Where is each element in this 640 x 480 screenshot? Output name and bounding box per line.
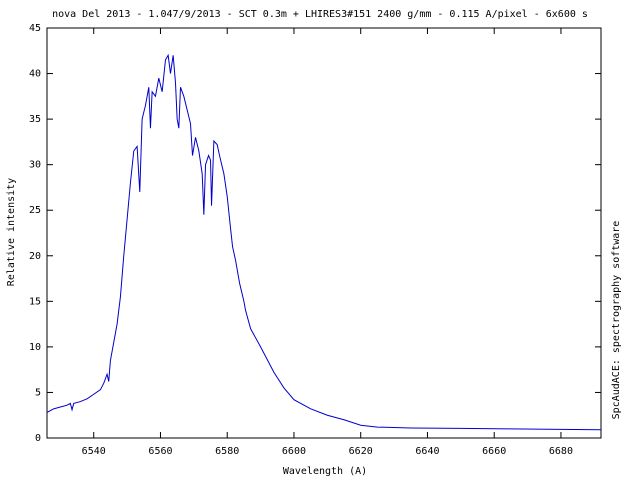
plot-frame xyxy=(46,27,602,439)
y-tick-label: 20 xyxy=(29,251,41,262)
x-tick-label: 6580 xyxy=(215,446,239,457)
side-text: SpcAudACE: spectrography software xyxy=(611,221,622,420)
x-tick-label: 6680 xyxy=(549,446,573,457)
x-tick-label: 6620 xyxy=(349,446,373,457)
y-tick-label: 15 xyxy=(29,296,41,307)
x-tick-label: 6660 xyxy=(482,446,506,457)
chart-title: nova Del 2013 - 1.047/9/2013 - SCT 0.3m … xyxy=(52,9,588,20)
x-tick-label: 6640 xyxy=(415,446,439,457)
y-tick-label: 10 xyxy=(29,342,41,353)
spectrum-line xyxy=(46,53,602,431)
y-tick-label: 35 xyxy=(29,114,41,125)
y-tick-label: 0 xyxy=(35,433,41,444)
x-tick-label: 6540 xyxy=(82,446,106,457)
y-tick-label: 30 xyxy=(29,160,41,171)
y-tick-label: 25 xyxy=(29,205,41,216)
y-tick-label: 5 xyxy=(35,387,41,398)
y-tick-label: 45 xyxy=(29,23,41,34)
y-axis-label: Relative intensity xyxy=(6,178,17,286)
x-tick-label: 6600 xyxy=(282,446,306,457)
y-tick-label: 40 xyxy=(29,69,41,80)
x-tick-label: 6560 xyxy=(148,446,172,457)
x-axis-label: Wavelength (A) xyxy=(283,466,367,477)
